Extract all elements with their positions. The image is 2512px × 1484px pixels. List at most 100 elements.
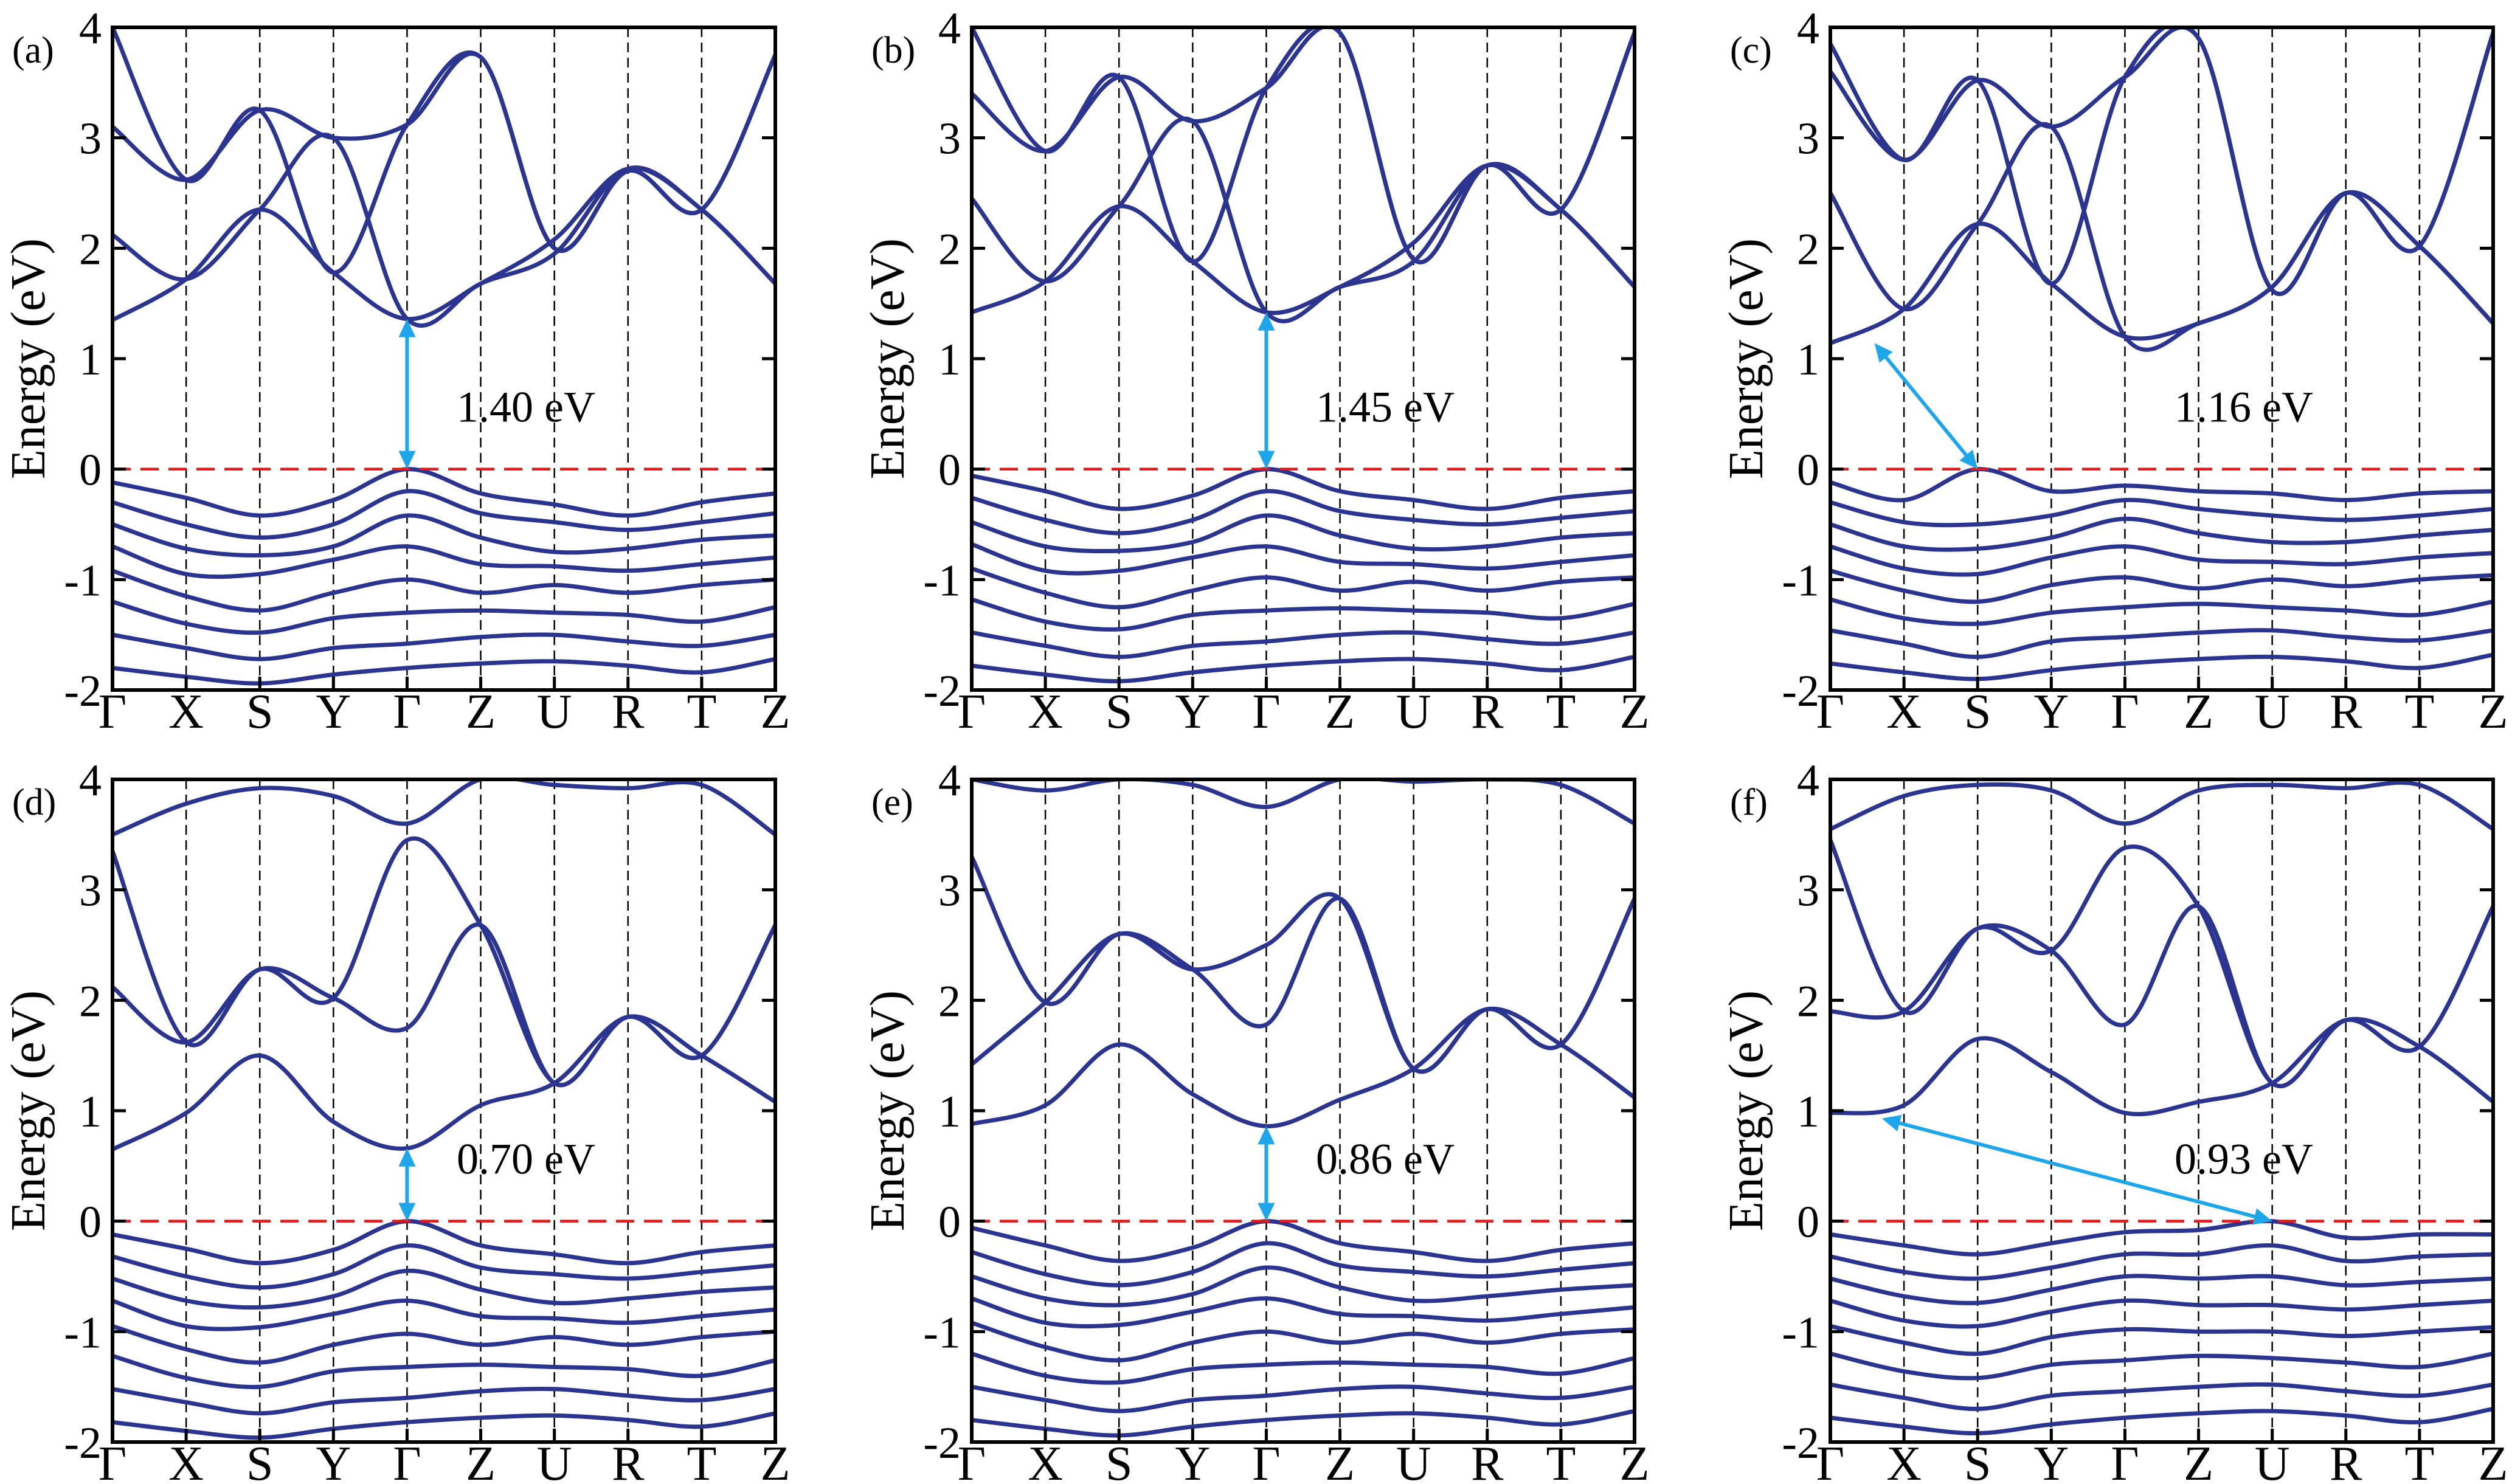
k-point-label: X xyxy=(168,685,204,739)
valence-band-line xyxy=(1830,1407,2493,1436)
y-tick-label: 0 xyxy=(79,446,102,495)
k-point-label: T xyxy=(1546,685,1576,739)
k-point-label: S xyxy=(1105,1437,1133,1484)
band-gap-label: 0.70 eV xyxy=(457,1135,595,1184)
valence-band-line xyxy=(112,1411,775,1440)
y-tick-label: -2 xyxy=(64,1418,102,1468)
band-lines xyxy=(972,779,1635,1438)
k-point-label: Γ xyxy=(99,685,126,739)
k-point-label: U xyxy=(1396,685,1431,739)
band-gap-label: 0.86 eV xyxy=(1316,1135,1455,1184)
plot-frame xyxy=(1829,26,2495,692)
k-point-label: R xyxy=(2330,1437,2362,1484)
y-tick-label: -1 xyxy=(64,556,102,606)
conduction-band-line xyxy=(112,166,775,322)
arrowhead xyxy=(1258,450,1275,469)
k-point-label: Γ xyxy=(1252,685,1280,739)
k-point-label: Γ xyxy=(393,1437,421,1484)
k-point-label: S xyxy=(1105,685,1133,739)
k-point-label: Z xyxy=(2184,685,2213,739)
band-gap-label: 1.40 eV xyxy=(457,383,595,432)
valence-band-line xyxy=(1830,544,2493,577)
y-tick-label: 3 xyxy=(1797,866,1819,916)
y-axis-label: Energy (eV) xyxy=(2,990,55,1231)
k-point-label: Γ xyxy=(393,685,421,739)
y-tick-label: -2 xyxy=(923,666,961,716)
k-point-label: S xyxy=(1964,685,1991,739)
valence-band-line xyxy=(112,599,775,635)
panel-label: (e) xyxy=(871,782,913,823)
valence-band-line xyxy=(1830,568,2493,604)
k-point-label: T xyxy=(2404,1437,2434,1484)
k-point-label: Γ xyxy=(958,685,986,739)
band-lines xyxy=(112,27,775,686)
y-tick-label: 3 xyxy=(938,866,961,916)
valence-band-line xyxy=(972,542,1635,576)
y-tick-label: -2 xyxy=(64,666,102,716)
y-tick-label: 3 xyxy=(79,866,102,916)
y-axis-label: Energy (eV) xyxy=(2,238,55,479)
k-point-label: X xyxy=(1028,1437,1063,1484)
band-lines xyxy=(1830,780,2493,1436)
conduction-band-line xyxy=(972,779,1635,826)
k-point-label: Y xyxy=(316,685,351,739)
valence-band-line xyxy=(1830,1324,2493,1356)
valence-band-line xyxy=(972,1219,1635,1263)
valence-band-line xyxy=(1830,1274,2493,1305)
k-point-label: Z xyxy=(761,1437,791,1484)
band-gap-label: 1.45 eV xyxy=(1316,383,1455,432)
arrowhead xyxy=(1881,1114,1902,1131)
k-point-label: R xyxy=(612,685,645,739)
panel-label: (d) xyxy=(12,782,56,823)
arrowhead xyxy=(1258,1126,1275,1145)
k-point-label: T xyxy=(1546,1437,1576,1484)
conduction-band-line xyxy=(112,779,775,837)
valence-band-line xyxy=(1830,467,2493,503)
k-point-label: U xyxy=(537,1437,572,1484)
k-point-label: Γ xyxy=(2111,1437,2139,1484)
conduction-band-line xyxy=(112,922,775,1088)
k-point-label: Y xyxy=(316,1437,351,1484)
band-gap-arrow xyxy=(1882,353,1970,459)
valence-band-line xyxy=(1830,1243,2493,1281)
conduction-band-line xyxy=(972,896,1635,1074)
valence-band-line xyxy=(1830,516,2493,552)
k-point-label: X xyxy=(1886,1437,1922,1484)
k-point-label: R xyxy=(1471,1437,1504,1484)
valence-band-line xyxy=(112,1268,775,1310)
y-tick-label: 4 xyxy=(79,4,102,53)
valence-band-line xyxy=(112,632,775,661)
y-tick-label: 2 xyxy=(79,976,102,1026)
arrowhead xyxy=(1258,312,1275,331)
k-point-label: S xyxy=(246,685,274,739)
y-tick-label: -1 xyxy=(923,556,961,606)
y-axis-label: Energy (eV) xyxy=(861,990,915,1231)
y-tick-label: 4 xyxy=(1797,756,1819,806)
y-tick-label: 3 xyxy=(79,114,102,164)
y-tick-label: -1 xyxy=(1782,556,1819,606)
band-lines xyxy=(1830,27,2493,682)
y-tick-label: 4 xyxy=(1797,4,1819,53)
valence-band-line xyxy=(112,1324,775,1365)
y-tick-label: -2 xyxy=(1782,1418,1819,1468)
valence-band-line xyxy=(972,597,1635,632)
y-tick-label: 1 xyxy=(938,1087,961,1137)
valence-band-line xyxy=(972,655,1635,684)
plot-frame xyxy=(970,778,1636,1444)
k-point-label: Z xyxy=(2479,685,2508,739)
valence-band-line xyxy=(972,566,1635,610)
k-point-label: S xyxy=(1964,1437,1991,1484)
y-tick-label: 2 xyxy=(938,224,961,274)
y-tick-label: 4 xyxy=(938,4,961,53)
k-point-label: U xyxy=(537,685,572,739)
y-axis-label: Energy (eV) xyxy=(1720,238,1773,479)
k-point-label: Γ xyxy=(99,1437,126,1484)
k-point-label: T xyxy=(2404,685,2434,739)
y-tick-label: 3 xyxy=(938,114,961,164)
k-point-label: Γ xyxy=(1816,685,1844,739)
